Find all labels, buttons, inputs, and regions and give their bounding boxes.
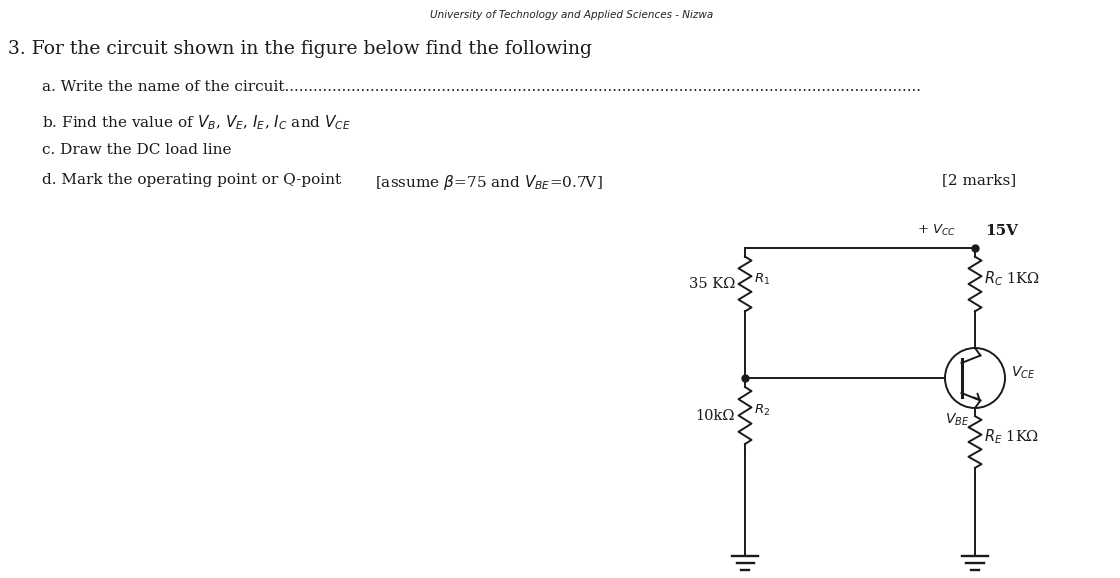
Text: $R_2$: $R_2$: [754, 403, 771, 418]
Text: University of Technology and Applied Sciences - Nizwa: University of Technology and Applied Sci…: [430, 10, 713, 20]
Text: 10kΩ: 10kΩ: [696, 409, 735, 423]
Text: a. Write the name of the circuit................................................: a. Write the name of the circuit........…: [43, 80, 921, 94]
Text: $V_{CE}$: $V_{CE}$: [1011, 365, 1035, 381]
Text: $R_1$: $R_1$: [754, 272, 771, 287]
Text: 15V: 15V: [984, 224, 1018, 238]
Text: $R_C$ 1KΩ: $R_C$ 1KΩ: [984, 270, 1039, 288]
Text: b. Find the value of $V_B$, $V_E$, $I_E$, $I_C$ and $V_{CE}$: b. Find the value of $V_B$, $V_E$, $I_E$…: [43, 113, 351, 132]
Text: $R_E$ 1KΩ: $R_E$ 1KΩ: [984, 428, 1039, 446]
Text: c. Draw the DC load line: c. Draw the DC load line: [43, 143, 232, 157]
Text: [assume $\beta$=75 and $V_{BE}$=0.7V]: [assume $\beta$=75 and $V_{BE}$=0.7V]: [375, 173, 603, 192]
Text: d. Mark the operating point or Q-point: d. Mark the operating point or Q-point: [43, 173, 342, 187]
Text: [2 marks]: [2 marks]: [942, 173, 1016, 187]
Text: 35 KΩ: 35 KΩ: [689, 277, 735, 291]
Text: + $V_{CC}$: + $V_{CC}$: [917, 223, 956, 238]
Text: 3. For the circuit shown in the figure below find the following: 3. For the circuit shown in the figure b…: [8, 40, 591, 58]
Text: $V_{BE}$: $V_{BE}$: [945, 412, 969, 428]
